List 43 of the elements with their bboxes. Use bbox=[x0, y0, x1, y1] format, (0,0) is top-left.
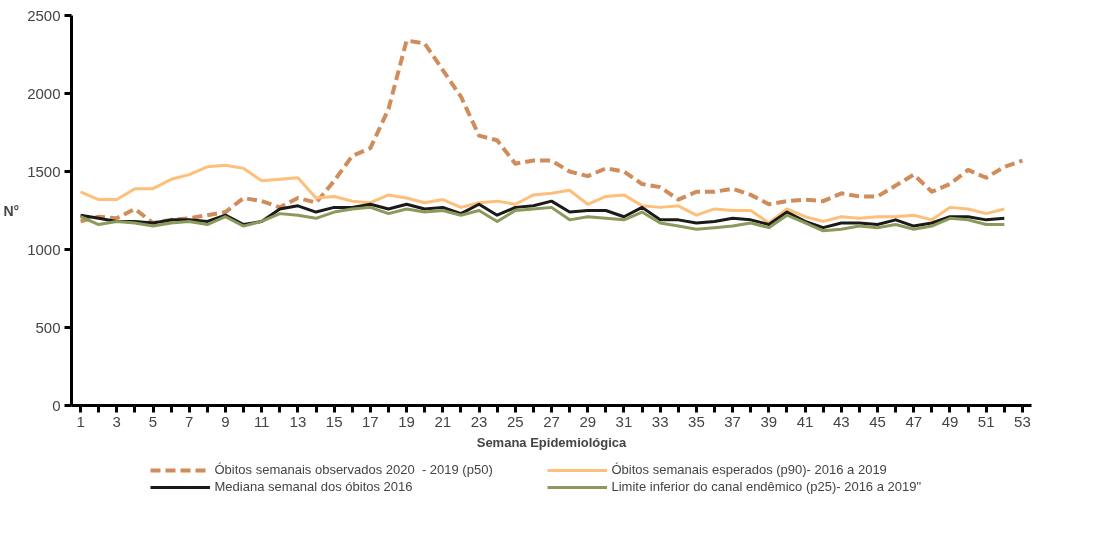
x-tick-label: 41 bbox=[796, 412, 814, 430]
x-tick-label: 37 bbox=[724, 412, 741, 430]
x-tick-label: 35 bbox=[688, 412, 705, 430]
y-tick-label: 2000 bbox=[27, 84, 61, 102]
x-tick-label: 7 bbox=[185, 412, 194, 430]
y-tick-label: 1000 bbox=[27, 240, 61, 258]
y-tick-label: 0 bbox=[52, 396, 61, 414]
x-tick-label: 21 bbox=[434, 412, 452, 430]
legend-label: Limite inferior do canal endêmico (p25)- 2016 a 2019" bbox=[611, 479, 923, 494]
x-tick-label: 15 bbox=[325, 412, 343, 430]
x-tick-label: 29 bbox=[579, 412, 597, 430]
x-tick-label: 53 bbox=[1014, 412, 1031, 430]
x-tick-label: 31 bbox=[615, 412, 633, 430]
line-series bbox=[79, 205, 1006, 233]
x-tick-label: 45 bbox=[869, 412, 886, 430]
line-series bbox=[78, 38, 1025, 225]
x-tick-label: 1 bbox=[76, 412, 85, 430]
x-axis-title: Semana Epidemiológica bbox=[476, 434, 628, 450]
legend-label: Mediana semanal dos óbitos 2016 bbox=[214, 479, 414, 494]
y-tick-label: 1500 bbox=[27, 162, 61, 180]
x-tick-label: 13 bbox=[289, 412, 307, 430]
legend-label: Óbitos semanais observados 2020 - 2019 (p50) bbox=[214, 462, 494, 477]
y-tick-label: 500 bbox=[35, 318, 61, 336]
y-tick-label: 2500 bbox=[27, 6, 61, 24]
x-tick-label: 47 bbox=[905, 412, 923, 430]
legend-label: Óbitos semanais esperados (p90)- 2016 a 2019 bbox=[611, 462, 888, 477]
x-tick-label: 25 bbox=[506, 412, 524, 430]
x-tick-label: 17 bbox=[362, 412, 379, 430]
line-series bbox=[79, 199, 1006, 230]
x-tick-label: 5 bbox=[148, 412, 158, 430]
x-tick-label: 39 bbox=[760, 412, 778, 430]
x-tick-label: 9 bbox=[221, 412, 230, 430]
x-tick-label: 33 bbox=[651, 412, 669, 430]
x-tick-label: 23 bbox=[470, 412, 488, 430]
line-series bbox=[79, 163, 1006, 225]
x-tick-label: 51 bbox=[977, 412, 995, 430]
x-tick-label: 27 bbox=[543, 412, 560, 430]
x-tick-label: 19 bbox=[398, 412, 415, 430]
x-tick-label: 49 bbox=[941, 412, 959, 430]
x-tick-label: 11 bbox=[253, 412, 270, 430]
x-tick-label: 3 bbox=[112, 412, 121, 430]
y-axis-title: N° bbox=[3, 202, 20, 219]
x-tick-label: 43 bbox=[832, 412, 850, 430]
